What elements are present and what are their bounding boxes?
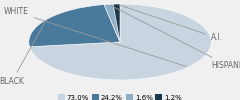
Wedge shape [113,4,120,42]
Wedge shape [30,4,211,80]
Text: BLACK: BLACK [0,22,45,86]
Wedge shape [104,4,120,42]
Legend: 73.0%, 24.2%, 1.6%, 1.2%: 73.0%, 24.2%, 1.6%, 1.2% [58,94,182,100]
Text: HISPANIC: HISPANIC [111,6,240,70]
Text: WHITE: WHITE [4,8,186,66]
Text: A.I.: A.I. [119,5,223,42]
Wedge shape [29,5,120,47]
